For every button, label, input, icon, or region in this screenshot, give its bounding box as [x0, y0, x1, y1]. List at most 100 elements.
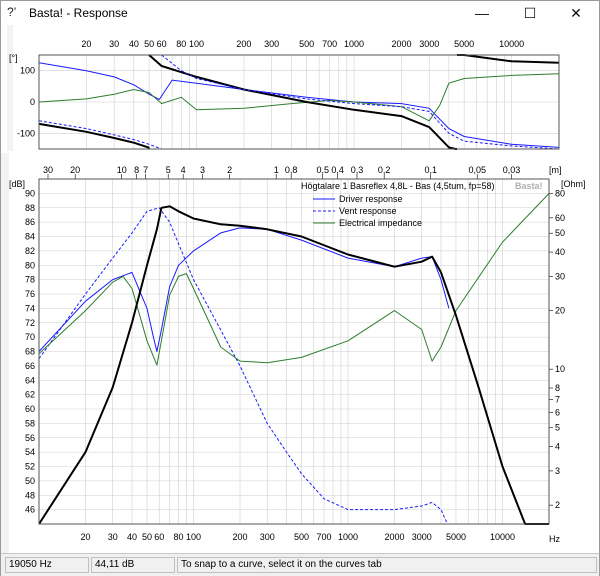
- db-tick: 82: [25, 246, 35, 256]
- hz-unit: Hz: [549, 534, 560, 544]
- phase-x-tick: 80: [176, 39, 186, 49]
- wavelength-tick: 8: [134, 165, 139, 175]
- phase-x-tick: 100: [189, 39, 204, 49]
- main-x-tick: 2000: [384, 532, 404, 542]
- db-tick: 88: [25, 203, 35, 213]
- status-frequency: 19050 Hz: [5, 557, 89, 573]
- phase-series: [38, 54, 560, 150]
- series-driver-response: [38, 227, 450, 352]
- phase-x-tick: 10000: [499, 39, 524, 49]
- wavelength-tick: 2: [227, 165, 232, 175]
- main-left-strip: [1, 153, 9, 553]
- wavelength-unit: [m]: [549, 165, 562, 175]
- series-electrical-impedance: [38, 193, 550, 366]
- wavelength-tick: 0,3: [351, 165, 364, 175]
- minimize-button[interactable]: —: [459, 1, 505, 25]
- main-x-tick: 3000: [412, 532, 432, 542]
- main-x-tick: 1000: [338, 532, 358, 542]
- response-chart[interactable]: [dB] [Ohm] [m] Hz 20 30 40 50 60 80 100 200 300 5…: [1, 153, 599, 553]
- db-unit: [dB]: [9, 179, 25, 189]
- main-x-tick: 300: [260, 532, 275, 542]
- title-bar[interactable]: ?’ Basta! - Response — ☐ ✕: [1, 1, 599, 25]
- ohm-tick: 40: [555, 247, 565, 257]
- phase-x-tick: 3000: [419, 39, 439, 49]
- response-series: [38, 193, 550, 525]
- phase-x-tick: 30: [109, 39, 119, 49]
- wavelength-ticks: 30 20 10 8 7 5 4 3 2 1 0,8 0,5 0,4 0,3 0,2 0,1 0,05 0,03: [43, 165, 520, 179]
- ohm-tick: 7: [555, 394, 560, 404]
- main-x-tick: 50: [142, 532, 152, 542]
- phase-series-vent-response: [38, 54, 560, 150]
- phase-y-unit: [°]: [9, 53, 18, 63]
- db-ticks: 90 88 86 84 82 80 78 76 74 72 70 68 66 64 62 60 58 56 54 52…: [25, 188, 35, 514]
- db-tick: 78: [25, 275, 35, 285]
- status-level: 44,11 dB: [91, 557, 175, 573]
- main-x-tick: 5000: [446, 532, 466, 542]
- series-total: [38, 205, 549, 525]
- phase-y-tick: 0: [30, 97, 35, 107]
- db-tick: 52: [25, 462, 35, 472]
- db-tick: 76: [25, 289, 35, 299]
- phase-x-tick: 500: [299, 39, 314, 49]
- main-plot-frame: [38, 178, 550, 525]
- basta-app-icon: ?’: [7, 5, 17, 19]
- ohm-tick: 10: [555, 364, 565, 374]
- maximize-icon: ☐: [523, 4, 537, 21]
- db-tick: 64: [25, 375, 35, 385]
- phase-x-tick: 60: [157, 39, 167, 49]
- wavelength-tick: 0,5: [316, 165, 329, 175]
- db-tick: 86: [25, 217, 35, 227]
- wavelength-tick: 1: [274, 165, 279, 175]
- phase-x-tick: 300: [264, 39, 279, 49]
- status-hint: To snap to a curve, select it on the cur…: [177, 557, 597, 573]
- close-icon: ✕: [570, 4, 582, 21]
- db-tick: 46: [25, 505, 35, 515]
- main-x-tick: 10000: [490, 532, 515, 542]
- main-grid: [38, 179, 550, 524]
- db-tick: 54: [25, 447, 35, 457]
- ohm-tick: 3: [555, 466, 560, 476]
- wavelength-tick: 20: [70, 165, 80, 175]
- wavelength-tick: 0,03: [503, 165, 521, 175]
- main-x-tick: 100: [186, 532, 201, 542]
- wavelength-tick: 10: [117, 165, 127, 175]
- db-tick: 72: [25, 318, 35, 328]
- db-tick: 68: [25, 347, 35, 357]
- phase-y-ticks: 100 0 -100: [17, 66, 35, 139]
- close-button[interactable]: ✕: [553, 1, 599, 25]
- wavelength-tick: 5: [166, 165, 171, 175]
- wavelength-tick: 30: [43, 165, 53, 175]
- main-x-tick: 700: [317, 532, 332, 542]
- ohm-tick: 6: [555, 407, 560, 417]
- phase-plot-frame: [38, 54, 560, 150]
- phase-grid: [38, 55, 560, 149]
- ohm-tick: 5: [555, 423, 560, 433]
- phase-series-electrical-impedance: [38, 73, 560, 122]
- phase-x-tick: 20: [81, 39, 91, 49]
- db-tick: 50: [25, 476, 35, 486]
- chart-title: Högtalare 1 Basreflex 4,8L - Bas (4,5tum…: [301, 181, 495, 191]
- db-tick: 48: [25, 490, 35, 500]
- phase-x-tick: 40: [129, 39, 139, 49]
- db-tick: 84: [25, 232, 35, 242]
- main-x-tick: 30: [108, 532, 118, 542]
- phase-x-tick: 700: [322, 39, 337, 49]
- main-x-tick: 40: [127, 532, 137, 542]
- maximize-button[interactable]: ☐: [507, 1, 553, 25]
- main-x-tick: 80: [174, 532, 184, 542]
- status-bar: 19050 Hz 44,11 dB To snap to a curve, se…: [1, 553, 599, 576]
- ohm-tick: 50: [555, 228, 565, 238]
- phase-x-tick: 200: [236, 39, 251, 49]
- basta-watermark: Basta!: [515, 181, 543, 191]
- phase-bg: [1, 25, 599, 151]
- phase-left-strip: [7, 25, 13, 151]
- phase-x-tick: 50: [144, 39, 154, 49]
- phase-chart[interactable]: [°] 20 30 40 50 60 80 100 200 300 500 700 1000 2000 3…: [1, 25, 599, 151]
- db-tick: 58: [25, 418, 35, 428]
- main-x-tick: 200: [232, 532, 247, 542]
- db-tick: 74: [25, 303, 35, 313]
- main-x-tick: 20: [81, 532, 91, 542]
- wavelength-tick: 0,05: [468, 165, 486, 175]
- legend-driver: Driver response: [339, 194, 403, 204]
- ohm-tick: 20: [555, 306, 565, 316]
